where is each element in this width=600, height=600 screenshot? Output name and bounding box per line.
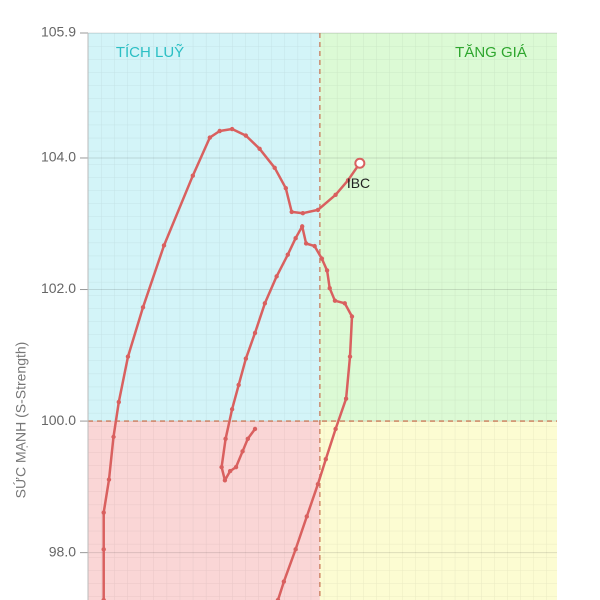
point xyxy=(285,252,290,257)
point xyxy=(304,514,309,519)
point xyxy=(106,477,112,482)
point xyxy=(236,382,241,388)
point xyxy=(281,579,287,584)
point xyxy=(333,426,338,432)
point xyxy=(315,207,321,213)
point xyxy=(207,135,213,140)
point xyxy=(333,192,338,198)
point xyxy=(299,224,305,229)
point xyxy=(229,126,235,132)
point xyxy=(252,330,258,336)
point xyxy=(229,407,235,412)
point xyxy=(111,434,116,440)
point xyxy=(190,173,196,178)
point xyxy=(327,286,332,291)
point xyxy=(233,464,239,470)
point xyxy=(222,478,228,483)
point xyxy=(312,243,317,249)
y-tick-label: 105.9 xyxy=(41,24,76,40)
point xyxy=(245,436,251,442)
point xyxy=(283,186,289,191)
point xyxy=(262,301,268,306)
point xyxy=(345,178,351,183)
point xyxy=(293,547,298,552)
point xyxy=(227,468,233,474)
y-tick-label: 98.0 xyxy=(49,543,76,559)
y-tick-label: 100.0 xyxy=(41,412,76,428)
point xyxy=(219,464,224,470)
point xyxy=(319,256,325,261)
point xyxy=(217,128,222,134)
series-label: IBC xyxy=(347,175,370,191)
point xyxy=(243,356,249,361)
point xyxy=(116,399,121,405)
point xyxy=(252,426,258,432)
point xyxy=(101,597,106,600)
point xyxy=(240,449,245,454)
point xyxy=(303,241,309,246)
point xyxy=(101,547,106,552)
point xyxy=(324,268,330,273)
point xyxy=(315,482,321,487)
point xyxy=(349,314,355,319)
point xyxy=(275,597,281,600)
end-point xyxy=(354,157,366,169)
point xyxy=(323,457,328,462)
point xyxy=(343,396,349,401)
point xyxy=(272,165,277,171)
quadrant-label: TĂNG GIÁ xyxy=(455,44,527,61)
point xyxy=(161,243,167,248)
point xyxy=(274,274,279,279)
quadrant-label: TÍCH LUỸ xyxy=(116,44,184,61)
point xyxy=(101,510,106,515)
point xyxy=(293,236,298,241)
point xyxy=(125,354,131,359)
point xyxy=(347,354,353,359)
y-tick-label: 102.0 xyxy=(41,280,76,296)
point xyxy=(140,305,146,310)
point xyxy=(342,301,347,306)
point xyxy=(223,436,228,442)
point xyxy=(257,146,262,151)
point xyxy=(332,298,338,303)
point xyxy=(243,133,249,138)
y-tick-label: 104.0 xyxy=(41,149,76,165)
point xyxy=(289,209,294,215)
minor-grid xyxy=(88,33,557,600)
point xyxy=(300,211,306,216)
y-axis-title: SỨC MẠNH (S-Strength) xyxy=(13,342,29,499)
